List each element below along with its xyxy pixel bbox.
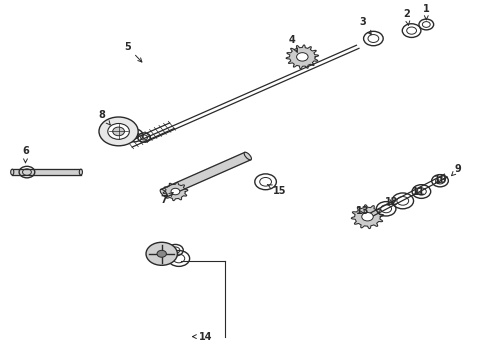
Text: 11: 11 [412,186,426,197]
Text: 12: 12 [385,197,399,207]
Circle shape [171,188,180,195]
Polygon shape [351,205,384,229]
Text: 6: 6 [22,146,29,163]
Polygon shape [163,183,188,201]
Circle shape [108,123,129,139]
Text: 14: 14 [193,332,213,342]
Ellipse shape [244,152,251,160]
Text: 1: 1 [423,4,430,20]
Text: 4: 4 [288,35,297,52]
Circle shape [362,212,373,221]
Text: 13: 13 [356,206,369,216]
Circle shape [113,127,124,136]
Text: 5: 5 [124,42,142,62]
Polygon shape [12,169,81,175]
Circle shape [296,53,308,61]
Ellipse shape [79,169,82,175]
Text: 10: 10 [434,175,448,185]
Text: 8: 8 [98,110,110,125]
Circle shape [99,117,138,146]
Text: 3: 3 [359,17,371,35]
Ellipse shape [11,169,14,175]
Text: 2: 2 [403,9,410,25]
Polygon shape [286,45,318,69]
Text: 15: 15 [268,184,286,196]
Circle shape [146,242,177,265]
Circle shape [157,250,167,257]
Ellipse shape [160,189,168,197]
Polygon shape [161,152,251,197]
Text: 9: 9 [452,164,462,176]
Text: 7: 7 [161,193,173,205]
